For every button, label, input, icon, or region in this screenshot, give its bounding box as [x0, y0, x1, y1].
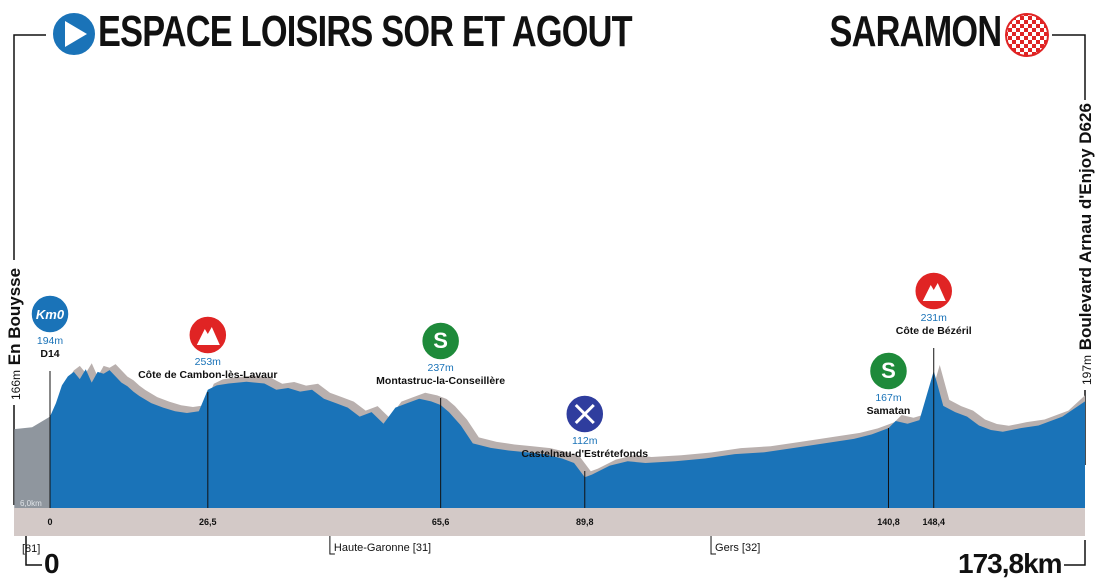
feed-zone-fork-knife-icon — [565, 394, 605, 434]
profile-area — [50, 369, 1085, 508]
km0-marker-icon: Km0 — [30, 294, 70, 334]
finish-checkered-flag-icon — [1005, 13, 1049, 57]
checkpoint-km: 148,4 — [922, 517, 945, 527]
svg-text:3: 3 — [202, 319, 207, 329]
finish-title: SARAMON — [829, 7, 1002, 56]
checkpoint-altitude: 194m — [36, 335, 64, 347]
checkpoint-km: 140,8 — [877, 517, 900, 527]
checkpoint-altitude: 167m — [875, 392, 902, 404]
svg-text:3: 3 — [928, 275, 933, 285]
checkpoint-name: Montastruc-la-Conseillère — [376, 375, 506, 387]
checkpoint-altitude: 253m — [194, 356, 221, 368]
checkpoint-name: Castelnau-d'Estrétefonds — [521, 448, 649, 460]
checkpoint-altitude: 231m — [920, 312, 947, 324]
svg-text:Km0: Km0 — [36, 307, 65, 322]
checkpoint-km: 26,5 — [199, 517, 217, 527]
neutral-distance-label: 6,0km — [20, 499, 42, 508]
km-strip — [14, 508, 1085, 536]
climb-mountain-icon: 3 — [913, 271, 954, 311]
start-play-icon — [51, 11, 97, 57]
checkpoint-name: Côte de Bézéril — [895, 325, 972, 337]
checkpoint-km: 65,6 — [431, 517, 450, 527]
checkpoint-name: Côte de Cambon-lès-Lavaur — [138, 369, 278, 381]
start-title: ESPACE LOISIRS SOR ET AGOUT — [98, 7, 633, 56]
department-marker — [329, 536, 335, 555]
finish-km-total: 173,8km — [958, 548, 1063, 579]
department-marker — [710, 536, 717, 555]
start-km-total: 0 — [44, 548, 60, 579]
start-department: [81] — [22, 543, 41, 555]
climb-mountain-icon: 3 — [188, 315, 228, 355]
svg-text:S: S — [433, 328, 448, 353]
neutral-zone-area — [14, 416, 50, 508]
svg-text:S: S — [881, 358, 896, 383]
department-label: Gers [32] — [715, 542, 761, 554]
checkpoint-name: D14 — [40, 348, 60, 360]
checkpoint-altitude: 237m — [427, 362, 454, 374]
department-label: Haute-Garonne [31] — [333, 542, 432, 554]
checkpoint-altitude: 112m — [572, 435, 598, 447]
checkpoint-name: Samatan — [866, 405, 911, 417]
checkpoint-km: 89,8 — [576, 517, 594, 527]
sprint-icon: S — [420, 321, 461, 361]
sprint-icon: S — [868, 351, 909, 391]
checkpoint-km: 0 — [47, 517, 53, 527]
